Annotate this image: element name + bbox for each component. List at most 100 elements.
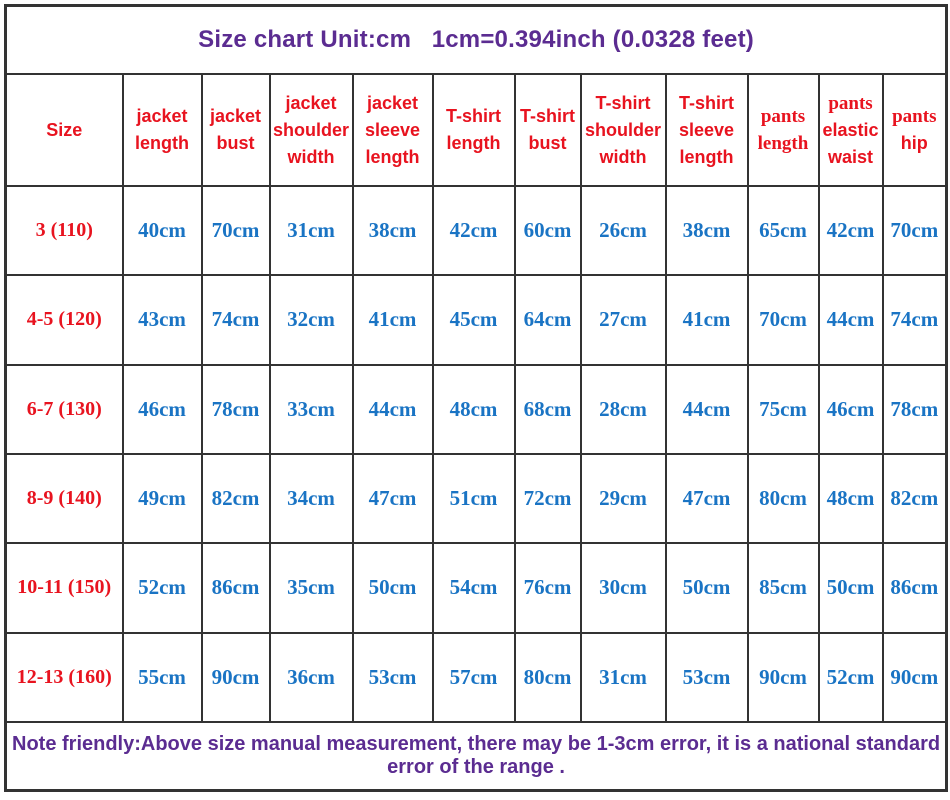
column-header-line: hip [900, 133, 928, 153]
column-header-line: jacket [209, 106, 262, 126]
measurement-value: 43cm [121, 274, 203, 366]
size-chart: Size chart Unit:cm 1cm=0.394inch (0.0328… [4, 4, 949, 792]
measurement-value: 55cm [121, 631, 203, 724]
measurement-value: 52cm [121, 542, 203, 634]
measurement-value: 48cm [431, 363, 516, 455]
size-chart-table: Size chart Unit:cm 1cm=0.394inch (0.0328… [4, 4, 949, 792]
measurement-value: 86cm [881, 542, 948, 634]
measurement-value: 33cm [268, 363, 354, 455]
measurement-value: 90cm [881, 631, 948, 724]
table-row: 10-11 (150) 52cm 86cm 35cm 50cm 54cm 76cm 30cm 5… [4, 542, 948, 634]
measurement-value: 38cm [664, 184, 749, 277]
title-row: Size chart Unit:cm 1cm=0.394inch (0.0328… [4, 4, 948, 75]
column-header-line: pants [828, 92, 873, 114]
measurement-value: 57cm [431, 631, 516, 724]
column-header-jacket-length: jacket length [121, 73, 203, 187]
measurement-value: 34cm [268, 452, 354, 545]
measurement-value: 36cm [268, 631, 354, 724]
measurement-value: 47cm [351, 452, 434, 545]
measurement-value: 26cm [579, 184, 667, 277]
column-header-line: length [135, 133, 189, 153]
measurement-value: 28cm [579, 363, 667, 455]
measurement-value: 74cm [881, 274, 948, 366]
measurement-value: 78cm [200, 363, 271, 455]
column-header-line: T-shirt [678, 92, 734, 113]
column-header-jacket-shoulder-width: jacket shoulder width [268, 73, 354, 187]
column-header-line: length [446, 133, 501, 153]
measurement-value: 46cm [121, 363, 203, 455]
column-header-line: shoulder [584, 119, 661, 140]
table-row: 12-13 (160) 55cm 90cm 36cm 53cm 57cm 80cm 31cm 5… [4, 631, 948, 724]
column-header-line: sleeve [364, 119, 421, 140]
size-label: 10-11 (150) [4, 542, 124, 634]
header-row: Size jacket length jacket bust jacket shoulder… [4, 73, 948, 187]
measurement-value: 29cm [579, 452, 667, 545]
measurement-value: 41cm [351, 274, 434, 366]
column-header-line: length [757, 133, 809, 154]
column-header-tshirt-bust: T-shirt bust [513, 73, 582, 187]
column-header-pants-length: pants length [746, 73, 820, 187]
column-header-line: pants [892, 106, 937, 127]
footer-row: Note friendly:Above size manual measurem… [4, 721, 948, 792]
measurement-value: 41cm [664, 274, 749, 366]
measurement-value: 90cm [200, 631, 271, 724]
measurement-value: 65cm [746, 184, 820, 277]
column-header-tshirt-sleeve-length: T-shirt sleeve length [664, 73, 749, 187]
measurement-value: 80cm [746, 452, 820, 545]
column-header-jacket-bust: jacket bust [200, 73, 271, 187]
measurement-value: 82cm [200, 452, 271, 545]
measurement-value: 64cm [513, 274, 582, 366]
size-label: 6-7 (130) [4, 363, 124, 455]
column-header-pants-hip: pants hip [881, 73, 948, 187]
measurement-value: 53cm [664, 631, 749, 724]
column-header-line: T-shirt [445, 106, 501, 126]
measurement-value: 38cm [351, 184, 434, 277]
measurement-value: 42cm [817, 184, 884, 277]
column-header-line: jacket [285, 92, 337, 113]
table-row: 3 (110) 40cm 70cm 31cm 38cm 42cm 60cm 26cm 38cm 6… [4, 184, 948, 277]
measurement-value: 70cm [200, 184, 271, 277]
size-label: 3 (110) [4, 184, 124, 277]
measurement-value: 48cm [817, 452, 884, 545]
measurement-value: 53cm [351, 631, 434, 724]
measurement-value: 50cm [817, 542, 884, 634]
measurement-value: 70cm [746, 274, 820, 366]
measurement-value: 44cm [664, 363, 749, 455]
measurement-value: 31cm [268, 184, 354, 277]
column-header-line: waist [827, 146, 874, 167]
measurement-value: 51cm [431, 452, 516, 545]
measurement-value: 50cm [351, 542, 434, 634]
measurement-value: 90cm [746, 631, 820, 724]
measurement-value: 40cm [121, 184, 203, 277]
column-header-line: bust [528, 133, 567, 153]
table-row: 6-7 (130) 46cm 78cm 33cm 44cm 48cm 68cm 28cm 44c… [4, 363, 948, 455]
column-header-jacket-sleeve-length: jacket sleeve length [351, 73, 434, 187]
measurement-value: 45cm [431, 274, 516, 366]
measurement-value: 42cm [431, 184, 516, 277]
column-header-tshirt-shoulder-width: T-shirt shoulder width [579, 73, 667, 187]
measurement-value: 44cm [351, 363, 434, 455]
measurement-value: 76cm [513, 542, 582, 634]
measurement-value: 60cm [513, 184, 582, 277]
measurement-value: 72cm [513, 452, 582, 545]
column-header-line: length [679, 146, 734, 167]
column-header-line: jacket [366, 92, 419, 113]
column-header-line: pants [760, 106, 806, 127]
measurement-value: 78cm [881, 363, 948, 455]
measurement-value: 80cm [513, 631, 582, 724]
measurement-value: 85cm [746, 542, 820, 634]
measurement-value: 30cm [579, 542, 667, 634]
measurement-value: 50cm [664, 542, 749, 634]
table-row: 4-5 (120) 43cm 74cm 32cm 41cm 45cm 64cm 27cm 41c… [4, 274, 948, 366]
column-header-line: elastic [822, 119, 879, 140]
table-row: 8-9 (140) 49cm 82cm 34cm 47cm 51cm 72cm 29cm 47c… [4, 452, 948, 545]
column-header-line: Size [46, 119, 83, 140]
measurement-value: 74cm [200, 274, 271, 366]
measurement-value: 32cm [268, 274, 354, 366]
column-header-line: sleeve [678, 119, 735, 140]
column-header-line: length [365, 146, 420, 167]
measurement-value: 49cm [121, 452, 203, 545]
column-header-line: T-shirt [595, 92, 651, 113]
size-label: 12-13 (160) [4, 631, 124, 724]
measurement-value: 82cm [881, 452, 948, 545]
